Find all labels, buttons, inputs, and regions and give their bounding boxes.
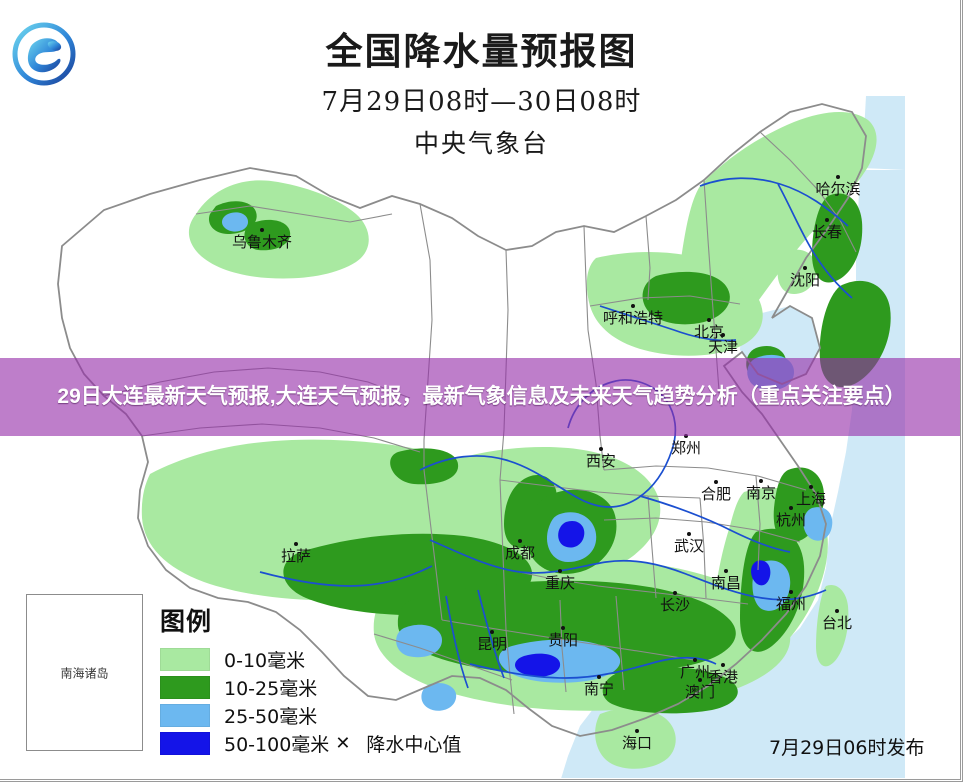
city-marker-dot [714,480,718,484]
legend-color-swatch [160,704,210,727]
rivers [259,177,853,689]
legend-rows: 0-10毫米 10-25毫米 25-50毫米 50-100毫米 ✕ 降水中心值 [160,647,461,756]
city-marker-dot [518,539,522,543]
city-marker-dot [825,218,829,222]
band-50-100mm [515,520,771,677]
city-marker-dot [684,434,688,438]
city-marker-dot [561,626,565,630]
issue-time-stamp: 7月29日06时发布 [769,737,925,759]
city-marker-dot [835,609,839,613]
south-china-sea-inset-map: 南海诸岛 [26,594,143,751]
city-marker-dot [721,333,725,337]
city-marker-dot [809,485,813,489]
legend-row: 50-100毫米 ✕ 降水中心值 [160,731,461,756]
legend-color-swatch [160,648,210,671]
city-marker-dot [789,506,793,510]
city-marker-dot [597,675,601,679]
cma-dragon-logo-icon [12,22,76,86]
city-marker-dot [836,175,840,179]
city-marker-dot [599,447,603,451]
legend-row: 10-25毫米 [160,675,461,700]
inset-map-label: 南海诸岛 [60,666,109,680]
city-marker-dot [558,569,562,573]
city-marker-dot [724,569,728,573]
article-headline-overlay: 29日大连最新天气预报,大连天气预报，最新气象信息及未来天气趋势分析（重点关注要… [0,358,960,436]
legend-row: 25-50毫米 [160,703,461,728]
legend-color-swatch [160,676,210,699]
legend-range-label: 10-25毫米 [224,678,318,700]
city-marker-dot [673,591,677,595]
precip-center-marker-legend: ✕ 降水中心值 [335,730,461,757]
legend-range-label: 50-100毫米 [224,734,330,756]
legend-color-swatch [160,732,210,755]
legend-title: 图例 [160,607,213,636]
city-marker-dot [698,678,702,682]
city-marker-dot [707,318,711,322]
precip-center-marker-label: 降水中心值 [366,734,462,756]
city-marker-dot [693,658,697,662]
city-marker-dot [803,266,807,270]
city-marker-dot [687,532,691,536]
legend: 图例 0-10毫米 10-25毫米 25-50毫米 50-100毫米 ✕ 降水中心值 [160,602,461,759]
city-marker-dot [635,729,639,733]
city-marker-dot [490,630,494,634]
article-headline-text: 29日大连最新天气预报,大连天气预报，最新气象信息及未来天气趋势分析（重点关注要… [57,384,906,408]
legend-range-label: 0-10毫米 [224,650,306,672]
legend-row: 0-10毫米 [160,647,461,672]
city-marker-dot [721,663,725,667]
city-marker-dot [260,228,264,232]
city-marker-dot [631,304,635,308]
legend-range-label: 25-50毫米 [224,706,318,728]
city-marker-dot [294,542,298,546]
city-marker-dot [759,479,763,483]
cross-marker-icon: ✕ [335,733,351,754]
city-marker-dot [789,590,793,594]
